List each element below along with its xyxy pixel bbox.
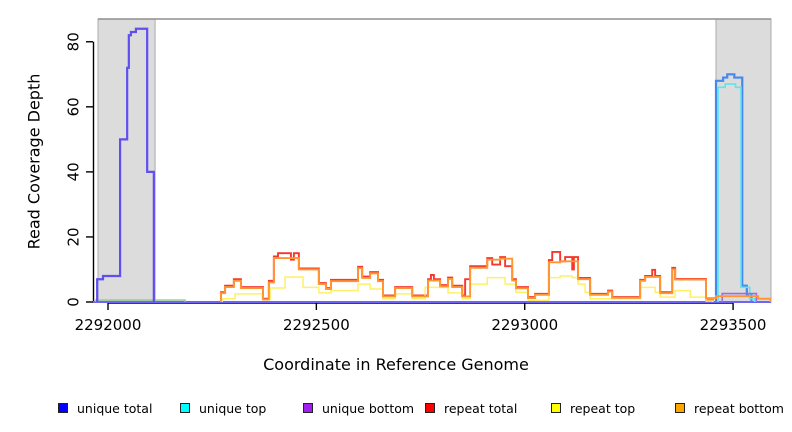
- legend-label: repeat bottom: [694, 400, 784, 416]
- legend-swatch-icon: [425, 403, 435, 413]
- y-tick-label: 60: [65, 97, 83, 116]
- y-tick-label: 0: [65, 297, 83, 307]
- x-tick-label: 2293000: [491, 316, 558, 334]
- legend-label: repeat top: [570, 400, 636, 416]
- series-repeat-top: [221, 275, 714, 302]
- series-unique-top: [717, 83, 756, 302]
- series-green-line: [95, 299, 186, 302]
- legend-label: repeat total: [444, 400, 518, 416]
- x-tick-label: 2292000: [75, 316, 142, 334]
- legend-label: unique top: [199, 400, 267, 416]
- y-tick-label: 40: [65, 162, 83, 181]
- chart-canvas: 0 20 40 60 80 2292000 2292500 2293000 2293500: [65, 18, 772, 334]
- legend-item-unique-bottom: unique bottom: [303, 398, 414, 418]
- x-tick-label: 2293500: [700, 316, 767, 334]
- legend-swatch-icon: [180, 403, 190, 413]
- legend-label: unique bottom: [322, 400, 415, 416]
- series-unique-total-left-peak: [96, 27, 155, 302]
- legend: unique total unique top unique bottom repea…: [0, 398, 792, 420]
- series-unique-bottom: [721, 292, 758, 302]
- legend-item-repeat-top: repeat top: [551, 398, 635, 418]
- y-tick-label: 20: [65, 227, 83, 246]
- x-tick-label: 2292500: [283, 316, 350, 334]
- legend-label: unique total: [77, 400, 153, 416]
- legend-item-unique-total: unique total: [58, 398, 152, 418]
- x-axis-label: Coordinate in Reference Genome: [263, 355, 529, 374]
- legend-item-repeat-bottom: repeat bottom: [675, 398, 784, 418]
- legend-swatch-icon: [551, 403, 561, 413]
- legend-item-repeat-total: repeat total: [425, 398, 517, 418]
- legend-swatch-icon: [58, 403, 68, 413]
- legend-swatch-icon: [303, 403, 313, 413]
- y-tick-label: 80: [65, 32, 83, 51]
- legend-item-unique-top: unique top: [180, 398, 266, 418]
- y-axis-label: Read Coverage Depth: [24, 73, 44, 250]
- legend-swatch-icon: [675, 403, 685, 413]
- unique-region-right: [715, 18, 772, 303]
- series-repeat-bottom: [219, 257, 772, 302]
- unique-region-left: [97, 18, 156, 303]
